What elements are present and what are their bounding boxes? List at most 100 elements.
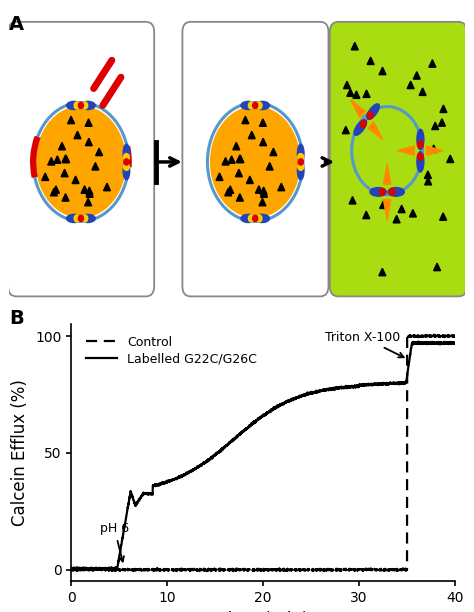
Polygon shape [379,268,386,276]
Polygon shape [225,188,232,196]
Text: Triton X-100: Triton X-100 [326,330,404,357]
Polygon shape [413,72,420,79]
Polygon shape [228,156,235,163]
Polygon shape [278,183,285,191]
Circle shape [298,159,303,165]
Polygon shape [430,145,437,152]
Polygon shape [255,186,262,193]
Polygon shape [379,67,386,75]
Circle shape [248,215,254,222]
Polygon shape [367,57,374,64]
Text: A: A [9,15,24,34]
Ellipse shape [241,102,255,110]
Polygon shape [410,209,416,217]
Ellipse shape [297,144,304,162]
Polygon shape [270,148,277,155]
Polygon shape [347,89,354,96]
Polygon shape [393,215,400,223]
Polygon shape [81,186,88,193]
Polygon shape [424,171,431,179]
Polygon shape [85,119,92,126]
Control [216,566,221,573]
Control [445,332,451,340]
Ellipse shape [367,104,379,119]
Circle shape [124,159,129,165]
Polygon shape [216,173,223,181]
Polygon shape [429,60,436,67]
Polygon shape [233,143,240,150]
Circle shape [418,141,423,148]
Polygon shape [42,173,49,181]
FancyBboxPatch shape [8,22,154,296]
Circle shape [379,188,385,195]
Y-axis label: Calcein Efflux (%): Calcein Efflux (%) [11,379,29,526]
Polygon shape [62,155,69,162]
Line: Control: Control [71,335,455,571]
Circle shape [74,215,80,222]
Polygon shape [103,183,110,191]
Labelled G22C/G26C [135,498,141,505]
Ellipse shape [370,187,386,196]
Polygon shape [407,81,414,89]
Polygon shape [363,90,370,97]
Polygon shape [342,126,349,133]
Polygon shape [68,116,74,124]
Control [232,567,238,574]
Polygon shape [344,81,350,89]
Ellipse shape [67,214,82,223]
Polygon shape [61,170,68,177]
Polygon shape [96,148,102,155]
Ellipse shape [241,214,255,223]
Polygon shape [368,122,383,140]
Labelled G22C/G26C [445,339,451,346]
Control [244,567,250,575]
Polygon shape [349,196,356,204]
Circle shape [418,153,423,160]
Polygon shape [260,138,266,146]
Circle shape [367,112,373,119]
Ellipse shape [81,102,95,110]
Ellipse shape [255,102,270,110]
Ellipse shape [123,144,130,162]
Polygon shape [86,190,93,197]
Polygon shape [419,88,426,95]
Ellipse shape [388,187,404,196]
Control [403,566,409,573]
Text: B: B [9,309,24,328]
Polygon shape [351,42,358,50]
Circle shape [78,102,83,108]
Labelled G22C/G26C [68,564,74,572]
Circle shape [360,121,366,127]
Ellipse shape [354,120,366,135]
Polygon shape [237,155,243,162]
Labelled G22C/G26C [112,565,118,572]
Polygon shape [58,143,65,150]
Polygon shape [383,164,391,184]
Ellipse shape [417,129,424,149]
Line: Labelled G22C/G26C: Labelled G22C/G26C [71,341,455,570]
Polygon shape [54,156,61,163]
FancyBboxPatch shape [182,22,328,296]
Ellipse shape [36,106,126,217]
Control [135,566,140,573]
Polygon shape [440,213,447,220]
Ellipse shape [210,106,300,217]
Legend: Control, Labelled G22C/G26C: Control, Labelled G22C/G26C [81,330,262,370]
Polygon shape [260,187,267,195]
Polygon shape [259,119,266,126]
Circle shape [248,102,254,109]
Polygon shape [237,155,244,163]
Polygon shape [248,131,255,139]
Circle shape [124,163,129,170]
Polygon shape [237,193,243,201]
Polygon shape [259,198,266,206]
Ellipse shape [297,162,304,180]
Polygon shape [383,200,391,220]
Circle shape [82,102,88,109]
Polygon shape [438,119,446,126]
Polygon shape [63,155,70,163]
Labelled G22C/G26C [216,449,221,456]
Polygon shape [432,122,439,130]
Polygon shape [48,157,55,165]
Circle shape [256,215,262,222]
